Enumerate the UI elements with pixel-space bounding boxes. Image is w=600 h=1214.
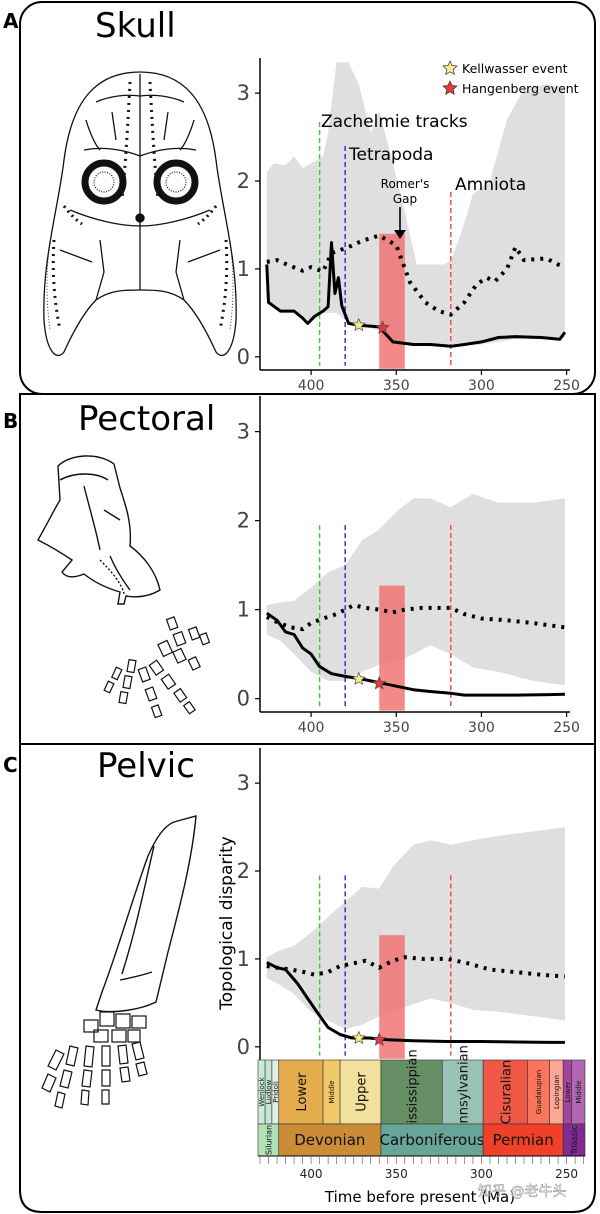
x-tick-label: 350	[383, 720, 410, 736]
disparity-range-band	[266, 827, 565, 1030]
pelvic-foot	[41, 1011, 148, 1109]
panel-a-title: Skull	[95, 6, 176, 46]
kellwasser-marker	[351, 671, 366, 686]
period-permian	[482, 1123, 564, 1157]
romers-gap-bar	[379, 585, 405, 711]
epoch-lower	[278, 1059, 324, 1125]
dotted-disparity-line	[266, 955, 566, 979]
epoch-pennsylvanian	[441, 1059, 484, 1125]
epoch-label: Pennsylvanian	[457, 1045, 472, 1139]
period-label: Triassic	[570, 1125, 579, 1155]
romers-gap-label-1: Romer's	[381, 177, 430, 191]
legend-kellwasser-label: Kellwasser event	[462, 61, 568, 76]
period-carboniferous	[380, 1123, 484, 1157]
epoch-label: Wenlock	[258, 1076, 266, 1106]
timescale-tick-label: 300	[470, 1167, 493, 1181]
panel-c-frame	[19, 743, 596, 1213]
hangenberg-marker	[375, 320, 390, 334]
period-label: Permian	[493, 1131, 554, 1149]
y-tick-label: 1	[237, 947, 250, 971]
y-tick-label: 3	[237, 771, 250, 795]
x-tick-label: 350	[383, 378, 410, 394]
epoch-label: Pridoli	[272, 1081, 280, 1103]
y-tick-label: 1	[237, 257, 250, 281]
epoch-label: Lower	[295, 1072, 310, 1112]
timescale-tick-label: 400	[300, 1167, 323, 1181]
epoch-label: Mississippian	[406, 1049, 421, 1134]
panel-b-chart: 0 1 2 3 400 350 300 250	[237, 396, 580, 736]
panel-b-title: Pectoral	[78, 399, 215, 439]
x-tick-label: 400	[298, 378, 325, 394]
y-tick-label: 2	[237, 859, 250, 883]
y-tick-label: 0	[237, 687, 250, 711]
y-axis-label: Topological disparity	[217, 836, 237, 1011]
timescale-tick-label: 250	[555, 1167, 578, 1181]
solid-disparity-line	[265, 241, 567, 348]
epoch-label: Lower	[564, 1081, 572, 1102]
tetrapoda-label: Tetrapoda	[348, 145, 433, 165]
x-tick-label: 250	[553, 378, 580, 394]
pectoral-digits	[103, 616, 211, 719]
y-tick-label: 3	[237, 420, 250, 444]
epoch-cisuralian	[482, 1059, 528, 1125]
panel-c-letter: C	[3, 753, 18, 777]
pectoral-illustration	[37, 455, 211, 719]
epoch-label: Lopingian	[553, 1075, 561, 1109]
epoch-label: Ludlow	[265, 1079, 273, 1104]
epoch-label: Guadalupian	[535, 1070, 543, 1114]
x-axis-label: Time before present (Ma)	[324, 1188, 515, 1206]
panel-c-chart: 0 1 2 3	[237, 748, 566, 1060]
amniota-label: Amniota	[455, 175, 526, 195]
x-tick-label: 300	[468, 720, 495, 736]
y-tick-label: 0	[237, 345, 250, 369]
kellwasser-marker	[351, 317, 366, 332]
panel-b-letter: B	[3, 409, 18, 433]
epoch-upper	[339, 1059, 382, 1125]
period-label: Silurian	[264, 1125, 273, 1155]
epoch-label: Middle	[575, 1080, 583, 1103]
y-tick-label: 2	[237, 169, 250, 193]
legend-kellwasser-star	[442, 60, 458, 75]
period-devonian	[278, 1123, 382, 1157]
epoch-mississippian	[380, 1059, 443, 1125]
epoch-label: Upper	[354, 1072, 369, 1112]
romers-gap-bar	[379, 233, 405, 369]
timescale-tick-label: 350	[385, 1167, 408, 1181]
x-tick-label: 400	[298, 720, 325, 736]
zachelmie-label: Zachelmie tracks	[321, 112, 468, 132]
panel-a-letter: A	[3, 9, 19, 33]
y-tick-label: 1	[237, 598, 250, 622]
solid-disparity-line	[265, 611, 565, 697]
hangenberg-marker	[372, 1032, 387, 1046]
x-tick-label: 300	[468, 378, 495, 394]
legend-hangenberg-star	[442, 80, 458, 95]
dotted-disparity-line	[265, 603, 566, 632]
watermark: 知乎 @老牛头	[478, 1183, 566, 1200]
y-tick-label: 3	[237, 81, 250, 105]
period-label: Devonian	[294, 1131, 365, 1149]
skull-illustration	[43, 71, 237, 357]
romers-gap-label-2: Gap	[393, 192, 417, 206]
y-tick-label: 2	[237, 509, 250, 533]
panel-a-chart: 0 1 2 3 400 350 300 250	[237, 58, 580, 394]
y-tick-label: 0	[237, 1035, 250, 1059]
period-label: Carboniferous	[380, 1131, 485, 1149]
disparity-range-band	[266, 62, 565, 347]
epoch-label: Cisuralian	[499, 1060, 514, 1124]
legend-hangenberg-label: Hangenberg event	[462, 81, 579, 96]
solid-disparity-line	[266, 961, 565, 1044]
panel-c-title: Pelvic	[97, 746, 195, 786]
epoch-label: Middle	[328, 1080, 336, 1103]
disparity-range-band	[266, 493, 565, 686]
romers-gap-arrowhead	[394, 230, 406, 239]
hangenberg-marker	[372, 676, 387, 690]
kellwasser-marker	[351, 1030, 366, 1045]
legend: Kellwasser event Hangenberg event	[442, 60, 579, 96]
dotted-disparity-line	[266, 233, 566, 317]
x-tick-label: 250	[553, 720, 580, 736]
pelvic-illustration	[41, 815, 197, 1109]
